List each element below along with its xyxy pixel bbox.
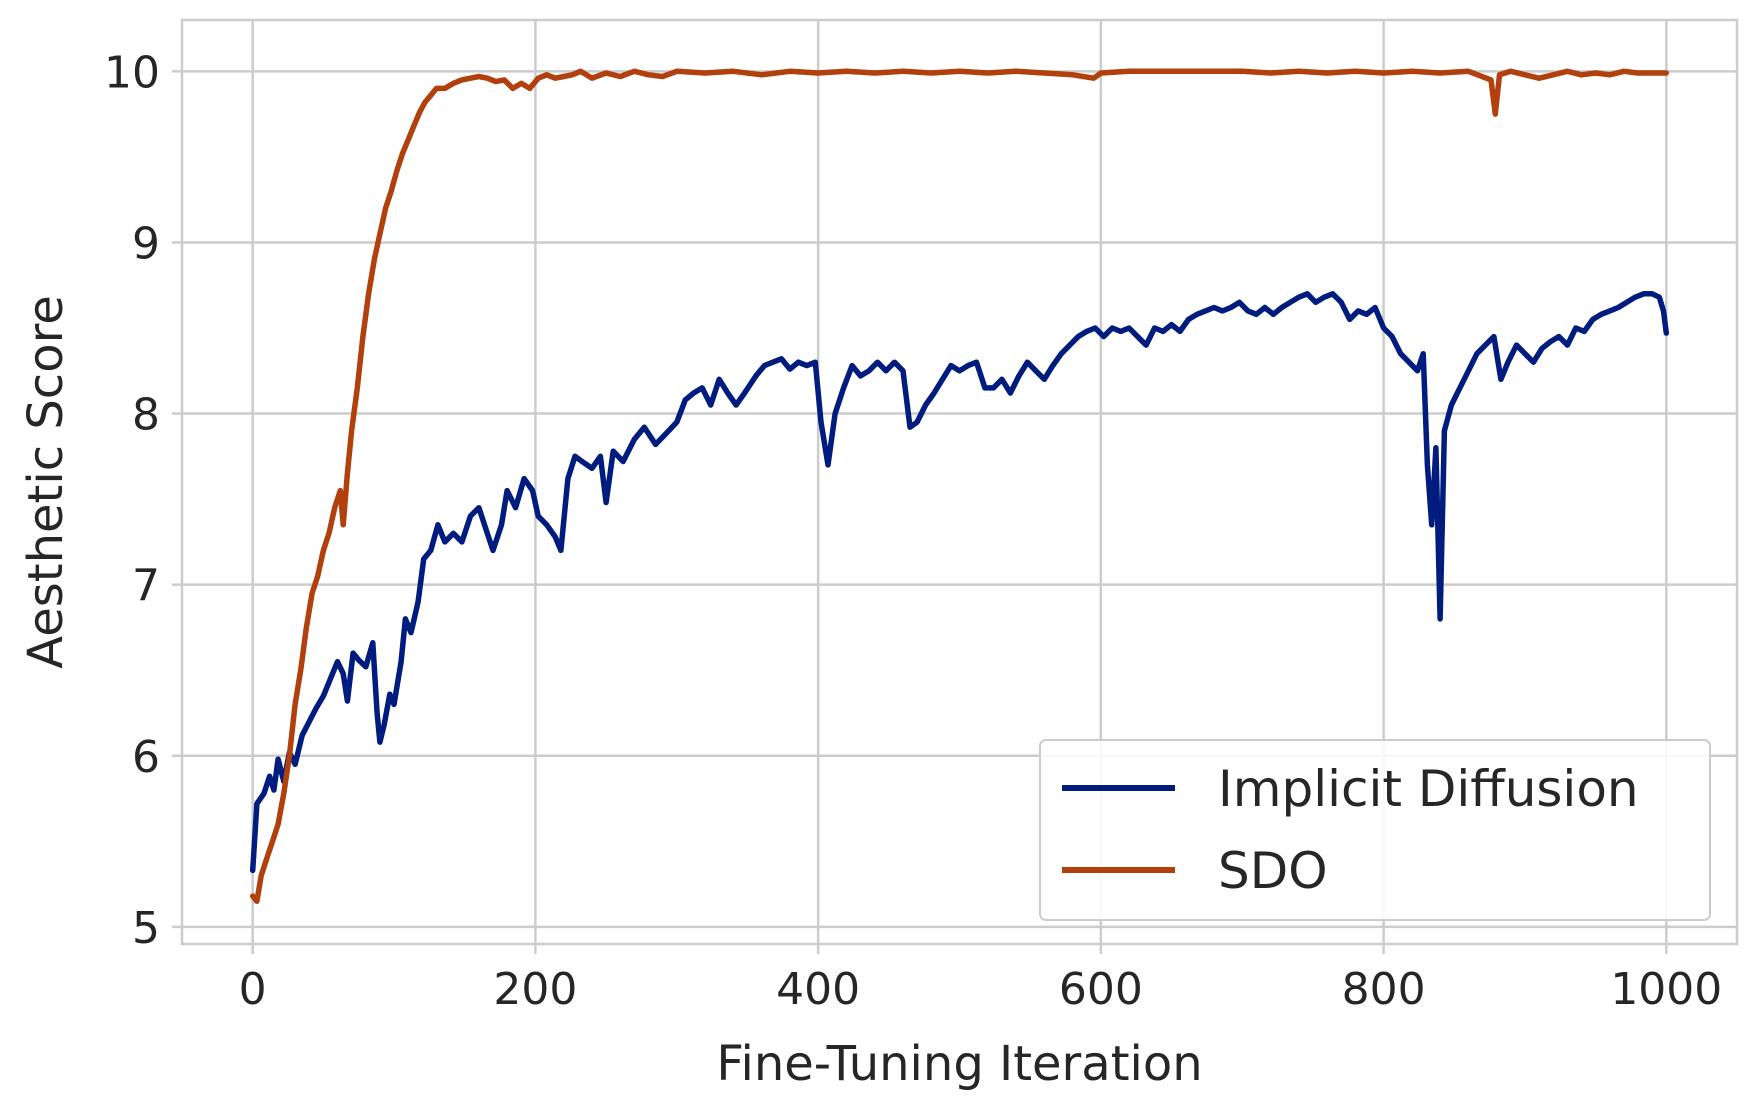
plot-frame	[180, 18, 1739, 946]
x-axis-label: Fine-Tuning Iteration	[716, 1036, 1202, 1092]
y-axis-label: Aesthetic Score	[18, 295, 74, 669]
series-line-sdo	[249, 68, 1670, 904]
x-tick-label: 200	[493, 964, 577, 1015]
legend-label-implicit-diffusion: Implicit Diffusion	[1218, 760, 1639, 818]
legend-box	[1039, 739, 1711, 921]
y-tick-label: 8	[132, 390, 160, 441]
series-line-implicit-diffusion	[249, 291, 1670, 874]
legend: Implicit Diffusion SDO	[1039, 739, 1711, 921]
series-layer	[249, 68, 1670, 904]
y-tick-label: 7	[132, 561, 160, 612]
legend-label-sdo: SDO	[1218, 842, 1328, 900]
y-tick-label: 6	[132, 732, 160, 783]
x-tick-label: 0	[239, 964, 267, 1015]
x-tick-label: 800	[1342, 964, 1426, 1015]
x-axis-ticks: 0 200 400 600 800 1000	[239, 944, 1722, 1015]
x-tick-label: 400	[776, 964, 860, 1015]
x-tick-label: 1000	[1610, 964, 1722, 1015]
y-tick-label: 5	[132, 903, 160, 954]
x-tick-label: 600	[1059, 964, 1143, 1015]
y-tick-label: 10	[104, 47, 160, 98]
y-axis-ticks: 5 6 7 8 9 10	[104, 47, 182, 954]
y-tick-label: 9	[132, 218, 160, 269]
x-gridlines	[251, 20, 1668, 944]
